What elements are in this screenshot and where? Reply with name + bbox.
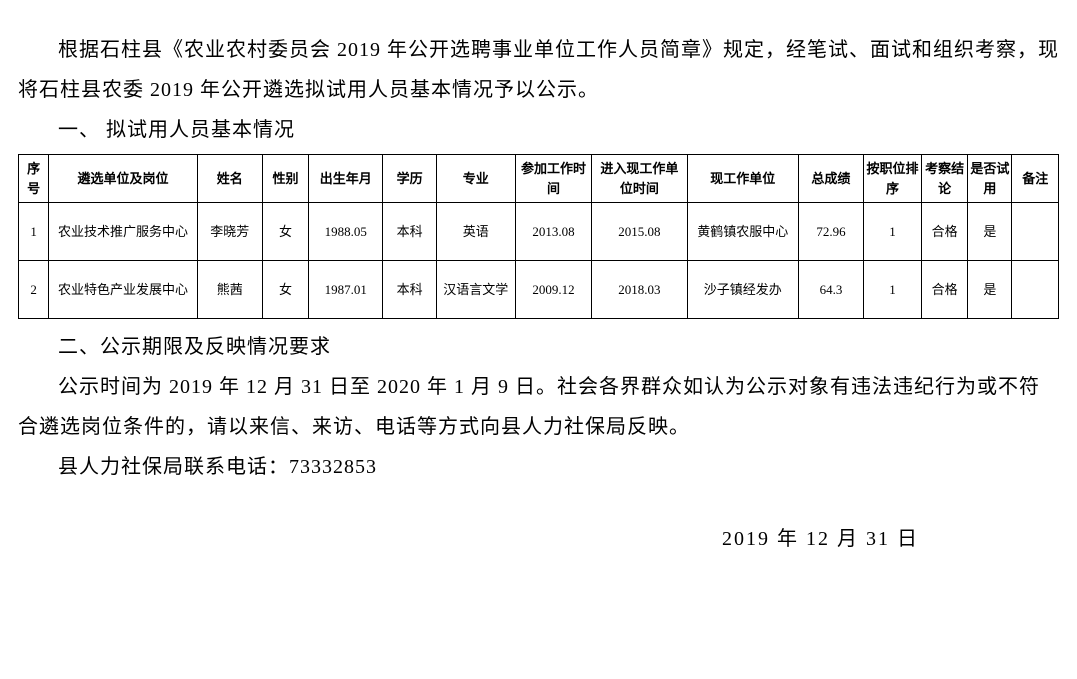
cell-major: 汉语言文学 xyxy=(436,261,515,319)
header-unit: 遴选单位及岗位 xyxy=(49,155,198,203)
cell-curtime: 2018.03 xyxy=(592,261,687,319)
cell-worktime: 2013.08 xyxy=(515,203,592,261)
cell-name: 熊茜 xyxy=(197,261,262,319)
header-gender: 性别 xyxy=(262,155,308,203)
cell-seq: 2 xyxy=(19,261,49,319)
section2-title: 二、公示期限及反映情况要求 xyxy=(18,327,1059,367)
cell-rank: 1 xyxy=(863,261,921,319)
header-curunit: 现工作单位 xyxy=(687,155,798,203)
table-header-row: 序号 遴选单位及岗位 姓名 性别 出生年月 学历 专业 参加工作时间 进入现工作… xyxy=(19,155,1059,203)
cell-trial: 是 xyxy=(968,261,1012,319)
cell-edu: 本科 xyxy=(383,203,436,261)
header-trial: 是否试用 xyxy=(968,155,1012,203)
header-eval: 考察结论 xyxy=(921,155,967,203)
cell-name: 李晓芳 xyxy=(197,203,262,261)
contact-paragraph: 县人力社保局联系电话：73332853 xyxy=(18,447,1059,487)
table-row: 2 农业特色产业发展中心 熊茜 女 1987.01 本科 汉语言文学 2009.… xyxy=(19,261,1059,319)
cell-curtime: 2015.08 xyxy=(592,203,687,261)
header-worktime: 参加工作时间 xyxy=(515,155,592,203)
cell-gender: 女 xyxy=(262,203,308,261)
header-curtime: 进入现工作单位时间 xyxy=(592,155,687,203)
cell-birth: 1987.01 xyxy=(309,261,383,319)
cell-score: 72.96 xyxy=(798,203,863,261)
cell-seq: 1 xyxy=(19,203,49,261)
cell-worktime: 2009.12 xyxy=(515,261,592,319)
header-major: 专业 xyxy=(436,155,515,203)
table-row: 1 农业技术推广服务中心 李晓芳 女 1988.05 本科 英语 2013.08… xyxy=(19,203,1059,261)
cell-score: 64.3 xyxy=(798,261,863,319)
personnel-table: 序号 遴选单位及岗位 姓名 性别 出生年月 学历 专业 参加工作时间 进入现工作… xyxy=(18,154,1059,319)
period-paragraph: 公示时间为 2019 年 12 月 31 日至 2020 年 1 月 9 日。社… xyxy=(18,367,1059,447)
section1-title: 一、 拟试用人员基本情况 xyxy=(18,110,1059,150)
cell-rank: 1 xyxy=(863,203,921,261)
cell-birth: 1988.05 xyxy=(309,203,383,261)
cell-note xyxy=(1012,203,1059,261)
cell-eval: 合格 xyxy=(921,203,967,261)
header-score: 总成绩 xyxy=(798,155,863,203)
header-seq: 序号 xyxy=(19,155,49,203)
header-note: 备注 xyxy=(1012,155,1059,203)
cell-edu: 本科 xyxy=(383,261,436,319)
intro-paragraph: 根据石柱县《农业农村委员会 2019 年公开选聘事业单位工作人员简章》规定，经笔… xyxy=(18,30,1059,110)
cell-curunit: 黄鹤镇农服中心 xyxy=(687,203,798,261)
header-rank: 按职位排序 xyxy=(863,155,921,203)
cell-trial: 是 xyxy=(968,203,1012,261)
cell-eval: 合格 xyxy=(921,261,967,319)
cell-gender: 女 xyxy=(262,261,308,319)
cell-unit: 农业特色产业发展中心 xyxy=(49,261,198,319)
cell-curunit: 沙子镇经发办 xyxy=(687,261,798,319)
header-name: 姓名 xyxy=(197,155,262,203)
cell-major: 英语 xyxy=(436,203,515,261)
header-birth: 出生年月 xyxy=(309,155,383,203)
cell-unit: 农业技术推广服务中心 xyxy=(49,203,198,261)
cell-note xyxy=(1012,261,1059,319)
date-line: 2019 年 12 月 31 日 xyxy=(18,522,1059,551)
header-edu: 学历 xyxy=(383,155,436,203)
